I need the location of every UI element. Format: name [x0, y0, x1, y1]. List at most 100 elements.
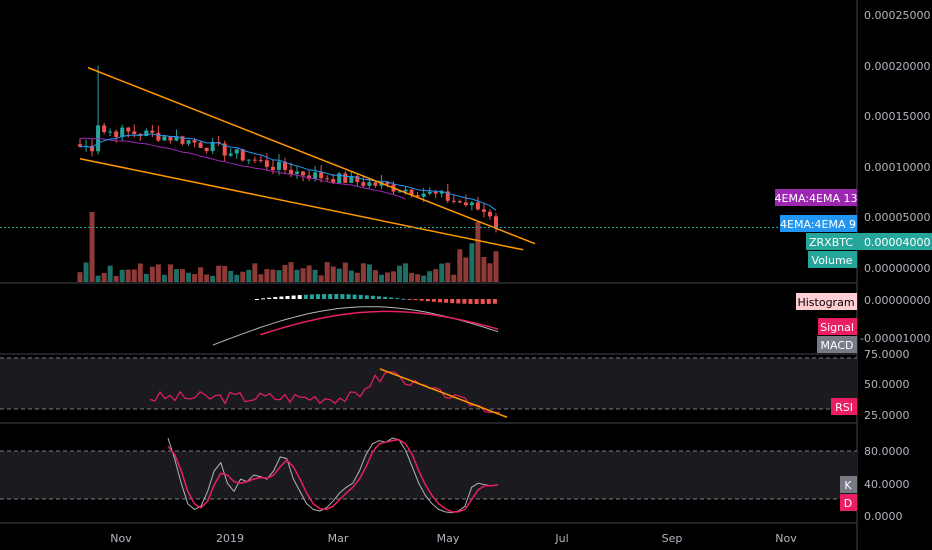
volume-bar — [475, 222, 481, 282]
label-signal: Signal — [818, 318, 857, 335]
candle-body — [258, 159, 263, 161]
candle-body — [457, 201, 462, 203]
rsi-pane — [149, 368, 508, 418]
candle-body — [337, 173, 342, 184]
volume-bar — [125, 269, 131, 282]
volume-bar — [77, 272, 83, 282]
macd-tick-1: -0.00001000 — [860, 332, 930, 345]
volume-bar — [131, 269, 137, 282]
macd-histogram-bar — [267, 297, 272, 299]
macd-histogram-bar — [358, 294, 363, 299]
macd-histogram-bar — [377, 296, 381, 299]
candle-body — [228, 153, 233, 156]
candle-body — [282, 161, 287, 170]
candle-body — [180, 136, 185, 144]
candle-body — [204, 147, 209, 152]
macd-histogram-bar — [364, 295, 369, 299]
volume-bars — [77, 212, 499, 282]
volume-bar — [487, 263, 493, 282]
candle-body — [150, 130, 155, 133]
macd-histogram-bar — [438, 299, 442, 303]
volume-bar — [270, 269, 276, 282]
candle-body — [210, 141, 215, 152]
svg-text:ZRXBTC: ZRXBTC — [809, 236, 853, 249]
macd-histogram-bar — [383, 296, 388, 299]
candle-body — [307, 175, 312, 179]
svg-text:Signal: Signal — [820, 321, 854, 334]
label-macd: MACD — [817, 336, 857, 353]
candle-body — [433, 191, 438, 194]
volume-bar — [421, 275, 427, 282]
volume-bar — [155, 264, 161, 282]
macd-histogram-bar — [425, 299, 430, 302]
volume-bar — [288, 262, 294, 282]
volume-bar — [83, 262, 89, 282]
candle-body — [114, 131, 119, 138]
price-overlays — [0, 66, 857, 251]
candle-body — [102, 125, 107, 133]
wedge-lower-trendline — [79, 157, 524, 251]
svg-text:0.00004000: 0.00004000 — [864, 236, 930, 249]
stoch-d-line — [167, 438, 499, 513]
volume-bar — [397, 265, 403, 282]
candle-body — [325, 178, 330, 180]
candle-body — [240, 149, 245, 161]
svg-text:MACD: MACD — [821, 339, 854, 352]
macd-histogram-bar — [255, 299, 259, 300]
candle-body — [270, 166, 275, 170]
label-histogram: Histogram — [796, 293, 857, 310]
current-price-tag: 0.00004000 — [857, 233, 932, 250]
candle-body — [289, 169, 294, 174]
candle-body — [295, 171, 300, 174]
volume-bar — [246, 269, 252, 282]
volume-bar — [119, 269, 125, 282]
volume-bar — [137, 263, 143, 282]
volume-bar — [463, 257, 469, 282]
volume-bar — [384, 272, 390, 282]
candle-body — [222, 143, 227, 156]
candle-body — [494, 216, 498, 228]
macd-pane — [212, 294, 499, 346]
candle-body — [156, 132, 161, 141]
volume-bar — [391, 271, 397, 282]
rsi-tick-0: 75.0000 — [864, 348, 910, 361]
macd-histogram-bar — [346, 294, 351, 299]
x-tick-jul: Jul — [554, 532, 568, 545]
label-ema9: 4EMA:4EMA 9 — [780, 215, 857, 232]
label-rsi: RSI — [831, 398, 857, 415]
volume-bar — [312, 269, 318, 282]
volume-bar — [409, 272, 415, 282]
volume-bar — [173, 269, 179, 282]
volume-bar — [210, 275, 216, 282]
macd-histogram-bar — [407, 299, 412, 300]
candle-body — [409, 189, 414, 196]
volume-bar — [258, 274, 264, 282]
svg-text:D: D — [844, 497, 852, 510]
volume-bar — [306, 265, 312, 282]
candle-body — [361, 182, 366, 186]
candle-body — [90, 145, 95, 152]
svg-text:Volume: Volume — [812, 254, 853, 267]
volume-bar — [457, 249, 463, 282]
stoch-band — [0, 451, 857, 499]
macd-histogram-bar — [468, 299, 473, 304]
candle-body — [355, 176, 360, 183]
volume-bar — [143, 273, 149, 282]
candle-body — [108, 131, 113, 133]
price-tick-3: 0.00010000 — [864, 161, 930, 174]
volume-bar — [433, 269, 439, 282]
candle-body — [246, 159, 251, 161]
volume-bar — [330, 266, 336, 282]
candle-body — [78, 144, 82, 147]
macd-histogram-bar — [480, 299, 485, 304]
candle-body — [421, 193, 426, 197]
price-tick-5: 0.00000000 — [864, 262, 930, 275]
label-ema13: 4EMA:4EMA 13 — [775, 189, 857, 206]
x-tick-2019: 2019 — [216, 532, 244, 545]
candle-body — [174, 136, 179, 141]
volume-bar — [95, 275, 101, 282]
volume-bar — [282, 264, 288, 282]
candle-body — [385, 182, 390, 185]
volume-bar — [439, 263, 445, 282]
stoch-tick-0: 80.0000 — [864, 445, 910, 458]
